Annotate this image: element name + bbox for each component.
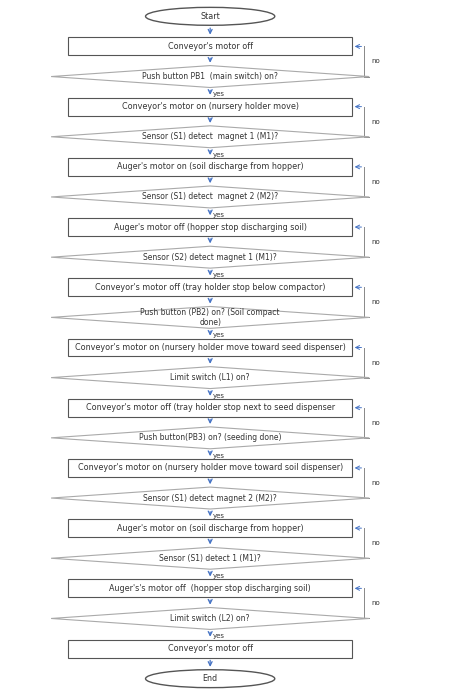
Text: yes: yes (213, 91, 225, 98)
Text: Limit switch (L2) on?: Limit switch (L2) on? (171, 614, 250, 623)
Text: Sensor (S1) detect 1 (M1)?: Sensor (S1) detect 1 (M1)? (159, 554, 261, 563)
Polygon shape (51, 66, 369, 87)
Text: Auger's motor on (soil discharge from hopper): Auger's motor on (soil discharge from ho… (117, 163, 303, 172)
Bar (69, 158, 352, 176)
Bar (69, 579, 352, 597)
Text: Start: Start (201, 12, 220, 21)
Text: yes: yes (213, 332, 225, 339)
Ellipse shape (146, 8, 275, 25)
Text: Auger's motor off (hopper stop discharging soil): Auger's motor off (hopper stop dischargi… (114, 223, 307, 232)
Text: Conveyor's motor off (tray holder stop below compactor): Conveyor's motor off (tray holder stop b… (95, 283, 326, 292)
Ellipse shape (146, 669, 275, 688)
Text: yes: yes (213, 212, 225, 218)
Polygon shape (51, 186, 369, 208)
Polygon shape (51, 366, 369, 389)
Text: yes: yes (213, 392, 225, 399)
Text: yes: yes (213, 633, 225, 639)
Text: yes: yes (213, 151, 225, 158)
Text: Limit switch (L1) on?: Limit switch (L1) on? (171, 373, 250, 382)
Text: Sensor (S1) detect  magnet 2 (M2)?: Sensor (S1) detect magnet 2 (M2)? (142, 193, 278, 202)
Text: no: no (371, 239, 380, 245)
Text: Auger's's motor off  (hopper stop discharging soil): Auger's's motor off (hopper stop dischar… (109, 584, 311, 593)
Text: Auger's motor on (soil discharge from hopper): Auger's motor on (soil discharge from ho… (117, 524, 303, 533)
Text: no: no (371, 59, 380, 64)
Text: yes: yes (213, 272, 225, 278)
Text: no: no (371, 359, 380, 366)
Text: Conveyor's motor off (tray holder stop next to seed dispenser: Conveyor's motor off (tray holder stop n… (86, 403, 335, 413)
Bar (69, 519, 352, 537)
Text: Push button PB1  (main switch) on?: Push button PB1 (main switch) on? (142, 72, 278, 81)
Text: Conveyor's motor on (nursery holder move toward seed dispenser): Conveyor's motor on (nursery holder move… (75, 343, 346, 352)
Text: Conveyor's motor off: Conveyor's motor off (168, 644, 253, 653)
Bar (69, 38, 352, 55)
Text: no: no (371, 419, 380, 426)
Text: no: no (371, 480, 380, 486)
Polygon shape (51, 487, 369, 509)
Text: Conveyor's motor on (nursery holder move toward soil dispenser): Conveyor's motor on (nursery holder move… (78, 463, 343, 473)
Bar (69, 218, 352, 236)
Text: no: no (371, 179, 380, 185)
Text: Sensor (S1) detect magnet 2 (M2)?: Sensor (S1) detect magnet 2 (M2)? (143, 493, 277, 503)
Text: yes: yes (213, 513, 225, 519)
Bar (69, 639, 352, 658)
Text: Conveyor's motor on (nursery holder move): Conveyor's motor on (nursery holder move… (122, 102, 299, 111)
Bar (69, 339, 352, 357)
Text: Push button (PB2) on? (Soil compact
done): Push button (PB2) on? (Soil compact done… (140, 308, 280, 327)
Text: yes: yes (213, 573, 225, 579)
Text: no: no (371, 299, 380, 305)
Text: Conveyor's motor off: Conveyor's motor off (168, 42, 253, 51)
Polygon shape (51, 427, 369, 449)
Text: Sensor (S1) detect  magnet 1 (M1)?: Sensor (S1) detect magnet 1 (M1)? (142, 132, 278, 141)
Text: yes: yes (213, 453, 225, 459)
Text: Push button(PB3) on? (seeding done): Push button(PB3) on? (seeding done) (139, 433, 282, 443)
Polygon shape (51, 246, 369, 268)
Polygon shape (51, 126, 369, 148)
Text: Sensor (S2) detect magnet 1 (M1)?: Sensor (S2) detect magnet 1 (M1)? (143, 253, 277, 262)
Bar (69, 459, 352, 477)
Polygon shape (51, 547, 369, 569)
Polygon shape (51, 306, 369, 328)
Text: no: no (371, 600, 380, 607)
Polygon shape (51, 607, 369, 630)
Text: no: no (371, 540, 380, 547)
Text: no: no (371, 119, 380, 125)
Bar (69, 399, 352, 417)
Text: End: End (202, 674, 218, 683)
Bar (69, 98, 352, 116)
Bar (69, 279, 352, 296)
